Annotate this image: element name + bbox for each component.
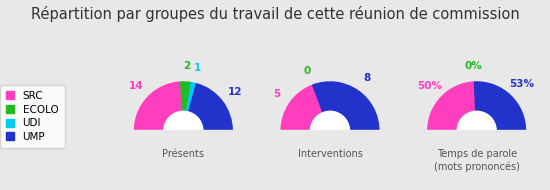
Text: 1: 1 [194, 63, 201, 73]
Wedge shape [312, 82, 379, 131]
Wedge shape [134, 82, 183, 131]
Text: 12: 12 [228, 87, 242, 97]
Wedge shape [181, 82, 191, 131]
Circle shape [164, 111, 203, 150]
Bar [110, 130, 257, 155]
Text: 0%: 0% [465, 61, 482, 71]
Bar [257, 130, 403, 155]
Wedge shape [428, 82, 477, 131]
Wedge shape [475, 82, 526, 131]
Wedge shape [183, 83, 196, 131]
Legend: SRC, ECOLO, UDI, UMP: SRC, ECOLO, UDI, UMP [0, 85, 64, 148]
Text: 53%: 53% [509, 79, 534, 89]
Bar [403, 130, 550, 155]
Text: Répartition par groupes du travail de cette réunion de commission: Répartition par groupes du travail de ce… [31, 6, 519, 22]
Text: Temps de parole
(mots prononcés): Temps de parole (mots prononcés) [434, 149, 520, 173]
Circle shape [310, 111, 350, 150]
Text: 8: 8 [363, 73, 370, 83]
Text: Présents: Présents [162, 149, 205, 159]
Text: 5: 5 [273, 89, 281, 99]
Wedge shape [183, 84, 232, 131]
Text: 2: 2 [183, 61, 190, 71]
Text: 50%: 50% [417, 81, 443, 91]
Text: 0: 0 [304, 66, 311, 75]
Circle shape [457, 111, 496, 150]
Wedge shape [281, 85, 330, 131]
Text: 14: 14 [129, 82, 144, 91]
Text: Interventions: Interventions [298, 149, 362, 159]
